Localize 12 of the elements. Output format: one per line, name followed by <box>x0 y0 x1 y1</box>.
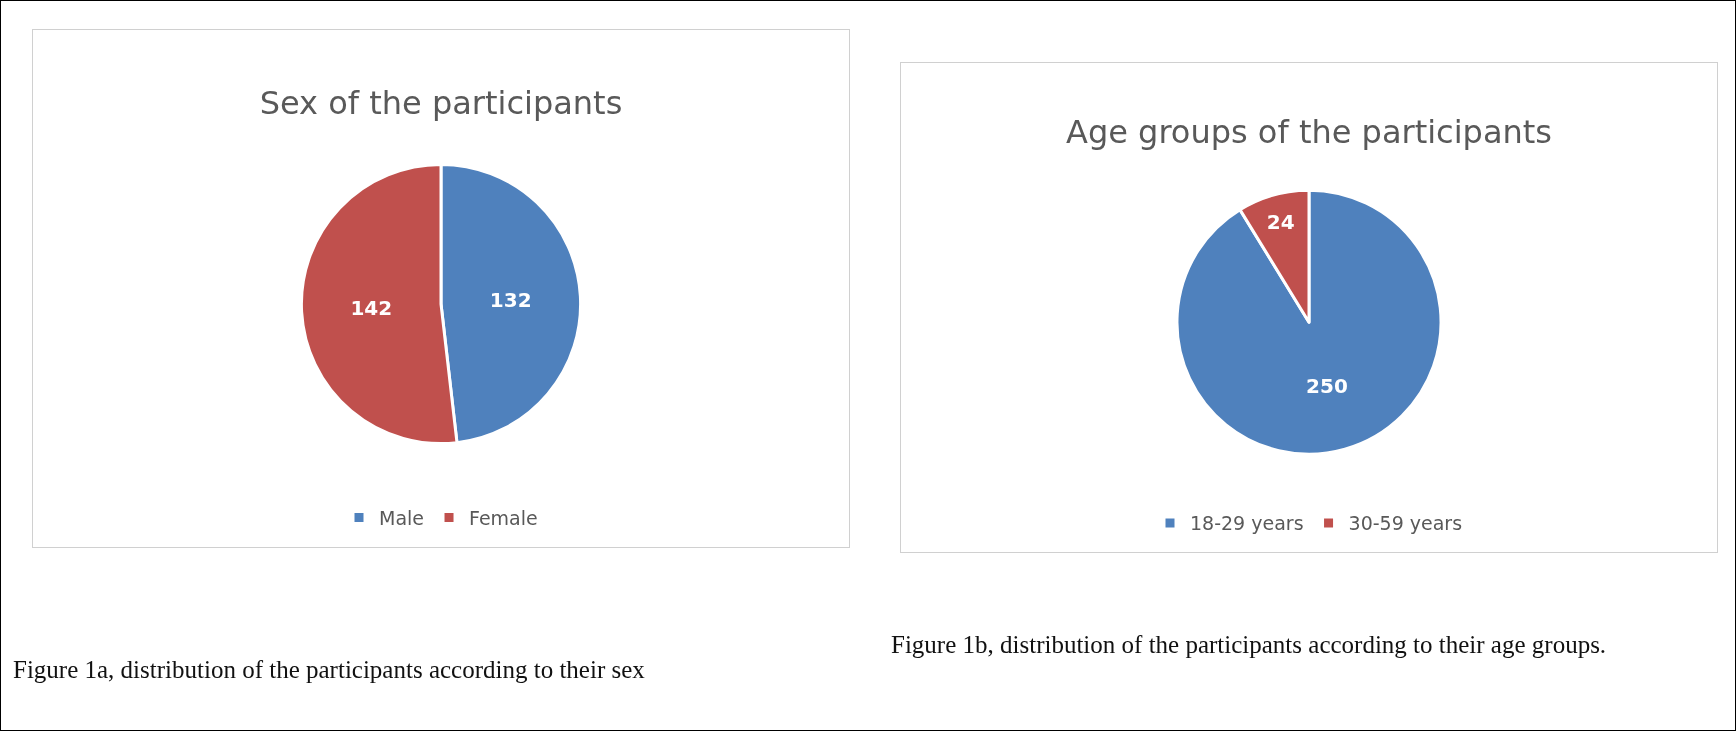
data-label: 142 <box>350 296 393 321</box>
data-label: 132 <box>489 288 532 313</box>
data-label: 250 <box>1306 373 1348 398</box>
legend-label: 30-59 years <box>1348 512 1463 535</box>
legend-label: 18-29 years <box>1190 512 1304 535</box>
legend-label: Female <box>469 506 538 529</box>
caption: Figure 1b, distribution of the participants according to their age groups. <box>891 630 1608 660</box>
chart-title: Sex of the participants <box>259 83 623 122</box>
chart-title: Age groups of the participants <box>1066 112 1552 151</box>
legend-label: Male <box>379 506 425 529</box>
data-label: 24 <box>1266 210 1295 235</box>
caption: Figure 1a, distribution of the participants according to their sex <box>13 655 646 685</box>
